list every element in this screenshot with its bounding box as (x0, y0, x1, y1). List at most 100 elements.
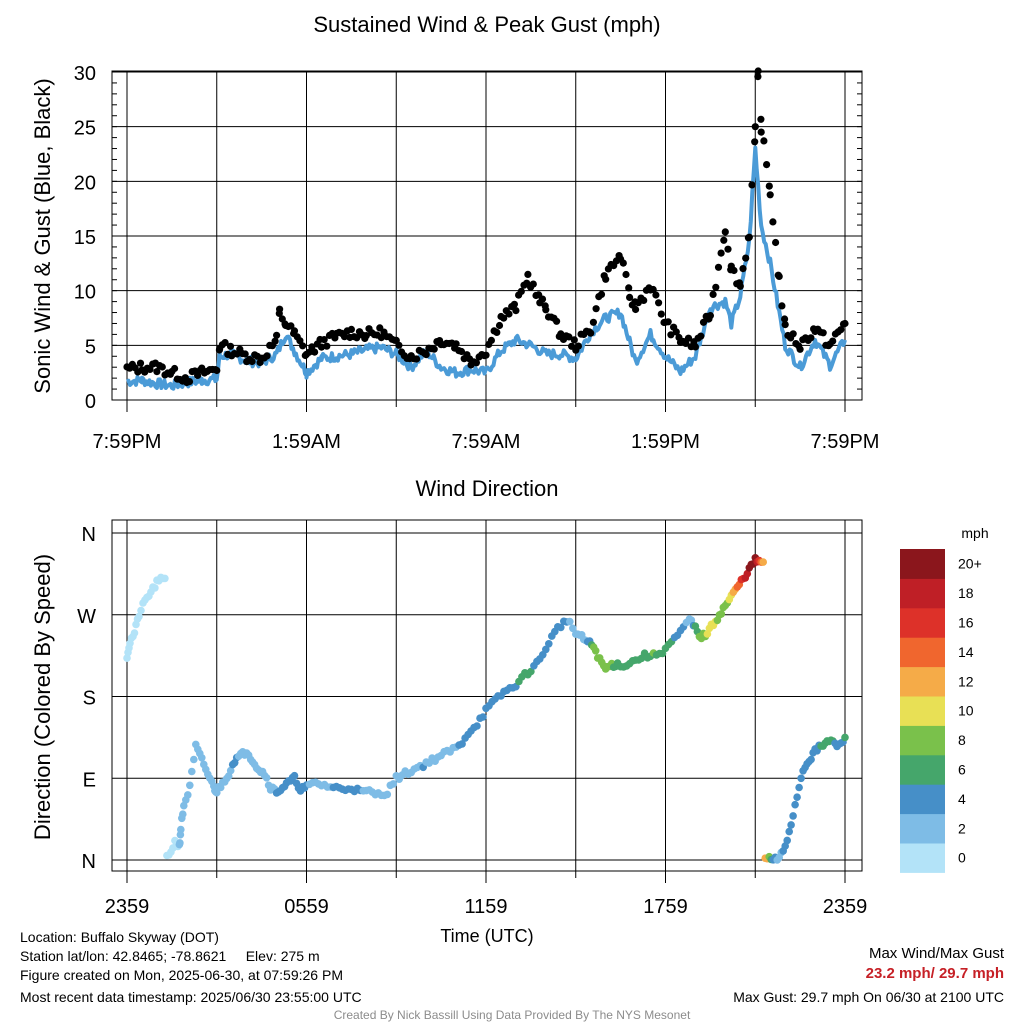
gust-point (524, 270, 532, 278)
gust-point (766, 191, 774, 199)
gust-point (221, 339, 229, 347)
direction-chart-title: Wind Direction (415, 476, 558, 501)
gust-point (362, 332, 370, 340)
wind-xtick-label: 7:59PM (811, 431, 880, 453)
gust-point (422, 351, 430, 359)
wind-xtick-label: 1:59PM (631, 431, 700, 453)
info-recent: Most recent data timestamp: 2025/06/30 2… (20, 989, 362, 1005)
wind-xtick-label: 7:59AM (452, 431, 521, 453)
gust-point (632, 305, 640, 314)
max-values: 23.2 mph/ 29.7 mph (865, 965, 1004, 982)
direction-point (473, 722, 481, 730)
gust-point (730, 266, 738, 275)
direction-point (213, 788, 221, 797)
colorbar-label: 8 (958, 732, 966, 748)
wind-ytick-label: 25 (74, 118, 96, 140)
colorbar-swatch (900, 549, 945, 579)
gust-point (493, 328, 501, 336)
gust-point (691, 343, 700, 351)
gust-point (649, 285, 657, 294)
gust-point (263, 352, 271, 360)
gust-point (353, 334, 361, 342)
gust-point (736, 282, 744, 290)
direction-point (527, 667, 535, 676)
gust-point (684, 334, 693, 342)
direction-point (703, 630, 712, 638)
direction-point (783, 836, 791, 845)
gust-point (652, 291, 660, 299)
wind-ytick-label: 10 (74, 282, 96, 304)
colorbar: 0 2 4 6 8 10 12 14 16 18 20+ (900, 549, 982, 873)
direction-point (789, 812, 797, 820)
gust-point (760, 137, 768, 145)
colorbar-swatch (900, 725, 945, 756)
gust-point (781, 315, 789, 323)
gust-point (185, 378, 194, 386)
direction-point (135, 612, 143, 621)
gust-point (538, 295, 547, 303)
gust-point (781, 321, 789, 329)
direction-point (151, 584, 159, 592)
direction-chart-grid (112, 520, 862, 871)
gust-point (619, 259, 627, 267)
gust-point (720, 236, 728, 244)
gust-point (340, 333, 349, 341)
direction-point (137, 606, 145, 615)
gust-point (657, 310, 665, 318)
gust-point (299, 342, 307, 350)
direction-point (717, 610, 726, 618)
direction-xtick-label: 2359 (823, 896, 868, 918)
direction-chart-xlabel: Time (UTC) (440, 926, 533, 946)
direction-point (591, 647, 600, 655)
gust-point (841, 319, 849, 328)
direction-point (807, 755, 815, 764)
gust-point (709, 290, 717, 298)
gust-point (592, 305, 600, 313)
wind-chart-series (123, 67, 849, 391)
direction-ytick-label: W (77, 606, 96, 628)
gust-point (430, 345, 438, 353)
gust-point (311, 348, 319, 356)
wind-chart-title: Sustained Wind & Peak Gust (mph) (313, 12, 660, 37)
max-title: Max Wind/Max Gust (868, 945, 1004, 962)
direction-point (383, 790, 392, 799)
gust-point (602, 275, 610, 283)
gust-point (597, 290, 606, 298)
gust-point (745, 233, 753, 241)
direction-point (759, 558, 767, 566)
gust-point (517, 287, 525, 295)
gust-point (171, 364, 179, 373)
direction-point (123, 654, 131, 662)
direction-ytick-label: N (82, 851, 96, 873)
gust-point (751, 123, 759, 131)
colorbar-label: 20+ (958, 556, 982, 572)
gust-point (276, 305, 284, 313)
gust-point (287, 322, 295, 330)
gust-point (751, 138, 759, 146)
colorbar-swatch (900, 578, 945, 609)
gust-point (626, 293, 634, 301)
direction-point (262, 774, 271, 782)
gust-point (721, 228, 729, 236)
direction-point (180, 801, 188, 810)
direction-point (841, 733, 849, 742)
gust-point (724, 245, 732, 253)
gust-point (574, 342, 583, 350)
colorbar-label: 6 (958, 762, 966, 778)
direction-point (226, 766, 235, 775)
direction-point (186, 781, 194, 790)
direction-point (569, 624, 577, 633)
gust-point (742, 254, 750, 262)
direction-point (188, 767, 196, 776)
gust-point (697, 332, 705, 340)
direction-point (787, 821, 795, 829)
gust-point (625, 284, 633, 292)
gust-point (748, 181, 756, 189)
gust-point (557, 330, 565, 338)
colorbar-label: 0 (958, 850, 966, 866)
gust-point (712, 283, 720, 291)
direction-point (290, 771, 299, 780)
gust-point (765, 182, 773, 190)
credit-text: Created By Nick Bassill Using Data Provi… (333, 1008, 691, 1022)
